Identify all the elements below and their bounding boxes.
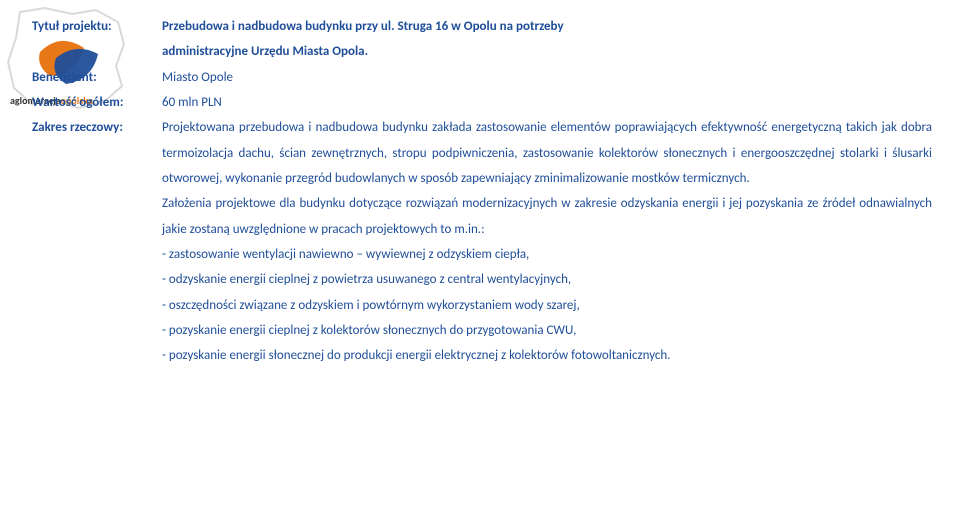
labels-column: Tytuł projektu: Beneficjent: Wartość ogó…	[12, 12, 162, 369]
project-title-line1: Przebudowa i nadbudowa budynku przy ul. …	[162, 14, 932, 39]
total-value: 60 mln PLN	[162, 90, 932, 115]
scope-bullet-1: - zastosowanie wentylacji nawiewno – wyw…	[162, 242, 932, 267]
label-beneficiary: Beneficjent:	[32, 65, 162, 90]
scope-paragraph-1: Projektowana przebudowa i nadbudowa budy…	[162, 115, 932, 191]
project-title-line2: administracyjne Urzędu Miasta Opola.	[162, 39, 932, 64]
label-total-value: Wartość ogółem:	[32, 90, 162, 115]
document-page: Tytuł projektu: Beneficjent: Wartość ogó…	[0, 0, 960, 381]
label-scope: Zakres rzeczowy:	[32, 115, 162, 140]
scope-paragraph-2: Założenia projektowe dla budynku dotyczą…	[162, 191, 932, 242]
values-column: Przebudowa i nadbudowa budynku przy ul. …	[162, 12, 932, 369]
label-title: Tytuł projektu:	[32, 14, 162, 39]
scope-bullet-2: - odzyskanie energii cieplnej z powietrz…	[162, 267, 932, 292]
scope-bullet-3: - oszczędności związane z odzyskiem i po…	[162, 293, 932, 318]
beneficiary-value: Miasto Opole	[162, 65, 932, 90]
scope-bullet-5: - pozyskanie energii słonecznej do produ…	[162, 343, 932, 368]
scope-bullet-4: - pozyskanie energii cieplnej z kolektor…	[162, 318, 932, 343]
